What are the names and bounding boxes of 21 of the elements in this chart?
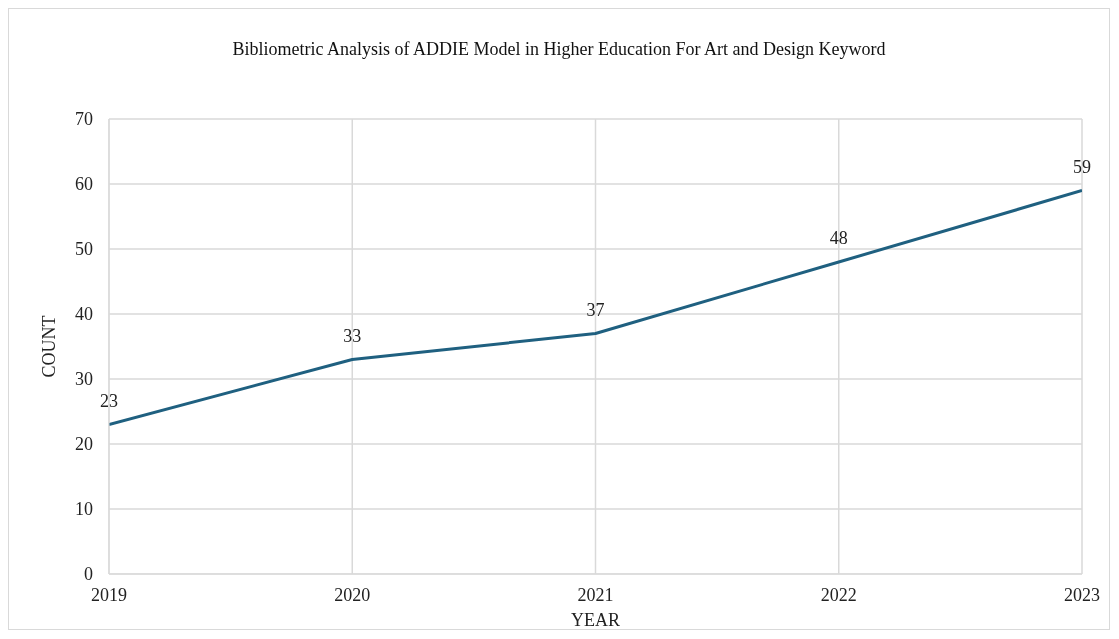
y-tick-label: 50	[75, 239, 93, 260]
x-tick-label: 2022	[820, 584, 857, 605]
y-tick-label: 10	[75, 499, 93, 520]
x-tick-label: 2021	[577, 584, 614, 605]
data-label: 33	[343, 325, 362, 346]
x-axis-title: YEAR	[571, 610, 620, 630]
x-tick-label: 2020	[334, 584, 371, 605]
y-tick-label: 60	[75, 174, 93, 195]
data-label: 37	[586, 299, 605, 320]
x-tick-label: 2023	[1064, 584, 1100, 605]
y-tick-label: 0	[84, 564, 93, 585]
data-label: 23	[100, 390, 118, 411]
data-label: 59	[1073, 156, 1091, 177]
y-tick-label: 40	[75, 304, 93, 325]
y-tick-label: 70	[75, 109, 93, 130]
y-axis-title: COUNT	[39, 315, 60, 378]
y-tick-label: 30	[75, 369, 93, 390]
data-label: 48	[829, 228, 848, 248]
x-tick-label: 2019	[91, 584, 127, 605]
y-tick-label: 20	[75, 434, 93, 455]
chart-title: Bibliometric Analysis of ADDIE Model in Higher Education For Art and Design Keyword	[231, 38, 887, 61]
